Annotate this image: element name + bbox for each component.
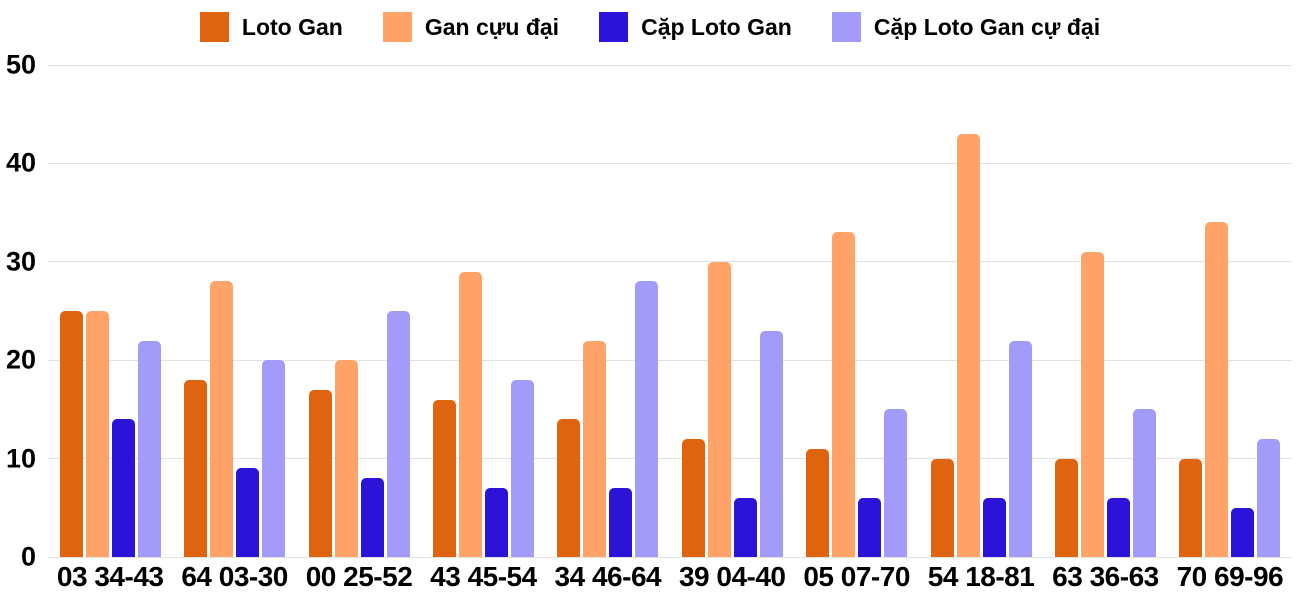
bar-gan-cựu-đại[interactable] (583, 340, 607, 557)
x-axis-label: 43 45-54 (430, 561, 537, 592)
bar-cặp-loto-gan-cự-đại[interactable] (386, 311, 410, 557)
bar-cặp-loto-gan-cự-đại[interactable] (884, 409, 908, 557)
bar-gan-cựu-đại[interactable] (707, 261, 731, 557)
bar-group-34-46-64 (546, 65, 670, 557)
bar-loto-gan[interactable] (557, 419, 581, 557)
legend-item-4[interactable]: Cặp Loto Gan cự đại (831, 12, 1101, 42)
bar-gan-cựu-đại[interactable] (956, 133, 980, 557)
bar-cặp-loto-gan[interactable] (1106, 497, 1130, 557)
bar-cặp-loto-gan-cự-đại[interactable] (1132, 409, 1156, 557)
x-axis-label: 34 46-64 (554, 561, 662, 592)
bar-cặp-loto-gan-cự-đại[interactable] (1008, 340, 1032, 557)
bar-cặp-loto-gan[interactable] (236, 468, 260, 557)
x-axis-label: 03 34-43 (56, 561, 164, 592)
bar-loto-gan[interactable] (308, 389, 332, 557)
y-tick-label-10: 10 (5, 443, 36, 474)
bar-cặp-loto-gan-cự-đại[interactable] (1257, 438, 1281, 557)
bar-group-70-69-96 (1168, 65, 1292, 557)
legend-label: Cặp Loto Gan cự đại (873, 13, 1101, 40)
y-tick-label-0: 0 (20, 541, 36, 572)
y-tick-label-40: 40 (5, 147, 36, 178)
x-axis-label: 39 04-40 (678, 561, 786, 592)
bar-gan-cựu-đại[interactable] (210, 281, 234, 557)
x-axis-label: 70 69-96 (1176, 561, 1284, 592)
gridline-0 (48, 556, 1292, 558)
bar-gan-cựu-đại[interactable] (1205, 222, 1229, 557)
x-axis-label: 00 25-52 (305, 561, 413, 592)
bar-loto-gan[interactable] (184, 379, 208, 557)
bar-group-05-07-70 (794, 65, 918, 557)
y-axis: 0 10 20 30 40 50 (0, 51, 42, 570)
legend-item-2[interactable]: Gan cựu đại (382, 12, 560, 42)
bar-group-54-18-81 (919, 65, 1043, 557)
bar-cặp-loto-gan-cự-đại[interactable] (510, 379, 534, 557)
bar-group-64-03-30 (172, 65, 296, 557)
bar-loto-gan[interactable] (432, 399, 456, 557)
bar-gan-cựu-đại[interactable] (85, 311, 109, 557)
bar-group-00-25-52 (297, 65, 421, 557)
gridline-10 (48, 458, 1292, 460)
legend-label: Cặp Loto Gan (641, 13, 792, 40)
bar-groups (48, 65, 1292, 557)
legend-label: Gan cựu đại (424, 13, 560, 40)
x-axis-label: 64 03-30 (181, 561, 288, 592)
bar-cặp-loto-gan[interactable] (484, 488, 508, 557)
chart-legend: Loto Gan Gan cựu đại Cặp Loto Gan Cặp Loto … (0, 8, 1300, 46)
bar-cặp-loto-gan-cự-đại[interactable] (137, 340, 161, 557)
y-tick-label-50: 50 (5, 49, 36, 80)
x-axis-label: 05 07-70 (803, 561, 910, 592)
bar-cặp-loto-gan-cự-đại[interactable] (262, 360, 286, 557)
bar-group-03-34-43 (48, 65, 172, 557)
legend-swatch-icon (199, 12, 229, 42)
bar-gan-cựu-đại[interactable] (334, 360, 358, 557)
legend-item-3[interactable]: Cặp Loto Gan (599, 12, 792, 42)
bar-loto-gan[interactable] (1054, 458, 1078, 557)
x-axis-label: 63 36-63 (1052, 561, 1159, 592)
legend-item-1[interactable]: Loto Gan (199, 12, 343, 42)
y-tick-label-30: 30 (5, 246, 36, 277)
bar-group-43-45-54 (421, 65, 545, 557)
bar-cặp-loto-gan[interactable] (858, 497, 882, 557)
gridline-30 (48, 261, 1292, 263)
legend-label: Loto Gan (241, 13, 343, 40)
bar-cặp-loto-gan[interactable] (609, 488, 633, 557)
legend-swatch-icon (382, 12, 412, 42)
bar-cặp-loto-gan-cự-đại[interactable] (759, 330, 783, 557)
gridline-50 (48, 64, 1292, 66)
plot-area (48, 64, 1292, 558)
bar-cặp-loto-gan[interactable] (111, 419, 135, 557)
bar-cặp-loto-gan[interactable] (982, 497, 1006, 557)
x-axis-label: 54 18-81 (927, 561, 1035, 592)
bar-cặp-loto-gan-cự-đại[interactable] (635, 281, 659, 557)
bar-group-63-36-63 (1043, 65, 1167, 557)
bar-loto-gan[interactable] (1179, 458, 1203, 557)
bar-cặp-loto-gan[interactable] (360, 478, 384, 557)
bar-group-39-04-40 (670, 65, 794, 557)
gridline-20 (48, 359, 1292, 361)
bar-gan-cựu-đại[interactable] (832, 232, 856, 557)
gridline-40 (48, 162, 1292, 164)
legend-swatch-icon (599, 12, 629, 42)
bar-loto-gan[interactable] (806, 448, 830, 557)
bar-gan-cựu-đại[interactable] (458, 271, 482, 557)
y-tick-label-20: 20 (5, 344, 36, 375)
bar-gan-cựu-đại[interactable] (1080, 251, 1104, 557)
bar-cặp-loto-gan[interactable] (733, 497, 757, 557)
bar-loto-gan[interactable] (681, 438, 705, 557)
legend-swatch-icon (831, 12, 861, 42)
bar-loto-gan[interactable] (59, 311, 83, 557)
x-axis: 03 34-43 64 03-30 00 25-52 43 45-54 34 46-64… (48, 563, 1292, 591)
bar-loto-gan[interactable] (930, 458, 954, 557)
bar-cặp-loto-gan[interactable] (1231, 507, 1255, 557)
